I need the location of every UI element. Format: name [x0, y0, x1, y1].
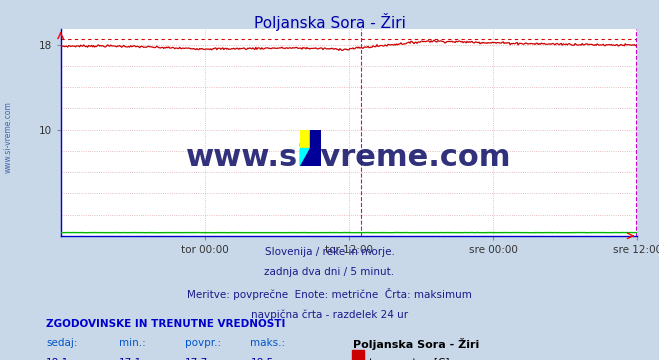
Text: temperatura[C]: temperatura[C]	[368, 358, 450, 360]
Bar	[310, 130, 321, 166]
Text: sedaj:: sedaj:	[46, 338, 78, 348]
Text: maks.:: maks.:	[250, 338, 285, 348]
Text: www.si-vreme.com: www.si-vreme.com	[3, 101, 13, 173]
Text: 17,1: 17,1	[119, 358, 142, 360]
Text: 18,1: 18,1	[46, 358, 69, 360]
Bar	[300, 130, 310, 148]
Text: povpr.:: povpr.:	[185, 338, 221, 348]
Text: www.si-vreme.com: www.si-vreme.com	[186, 143, 511, 172]
Text: Poljanska Sora - Žiri: Poljanska Sora - Žiri	[254, 13, 405, 31]
Text: Meritve: povprečne  Enote: metrične  Črta: maksimum: Meritve: povprečne Enote: metrične Črta:…	[187, 288, 472, 300]
Text: Poljanska Sora - Žiri: Poljanska Sora - Žiri	[353, 338, 479, 350]
Text: min.:: min.:	[119, 338, 146, 348]
Text: navpična črta - razdelek 24 ur: navpična črta - razdelek 24 ur	[251, 309, 408, 320]
Bar	[300, 148, 310, 166]
Text: zadnja dva dni / 5 minut.: zadnja dva dni / 5 minut.	[264, 267, 395, 278]
Polygon shape	[300, 148, 310, 166]
Text: 17,7: 17,7	[185, 358, 208, 360]
Text: ZGODOVINSKE IN TRENUTNE VREDNOSTI: ZGODOVINSKE IN TRENUTNE VREDNOSTI	[46, 319, 285, 329]
Text: Slovenija / reke in morje.: Slovenija / reke in morje.	[264, 247, 395, 257]
Text: 18,5: 18,5	[250, 358, 273, 360]
